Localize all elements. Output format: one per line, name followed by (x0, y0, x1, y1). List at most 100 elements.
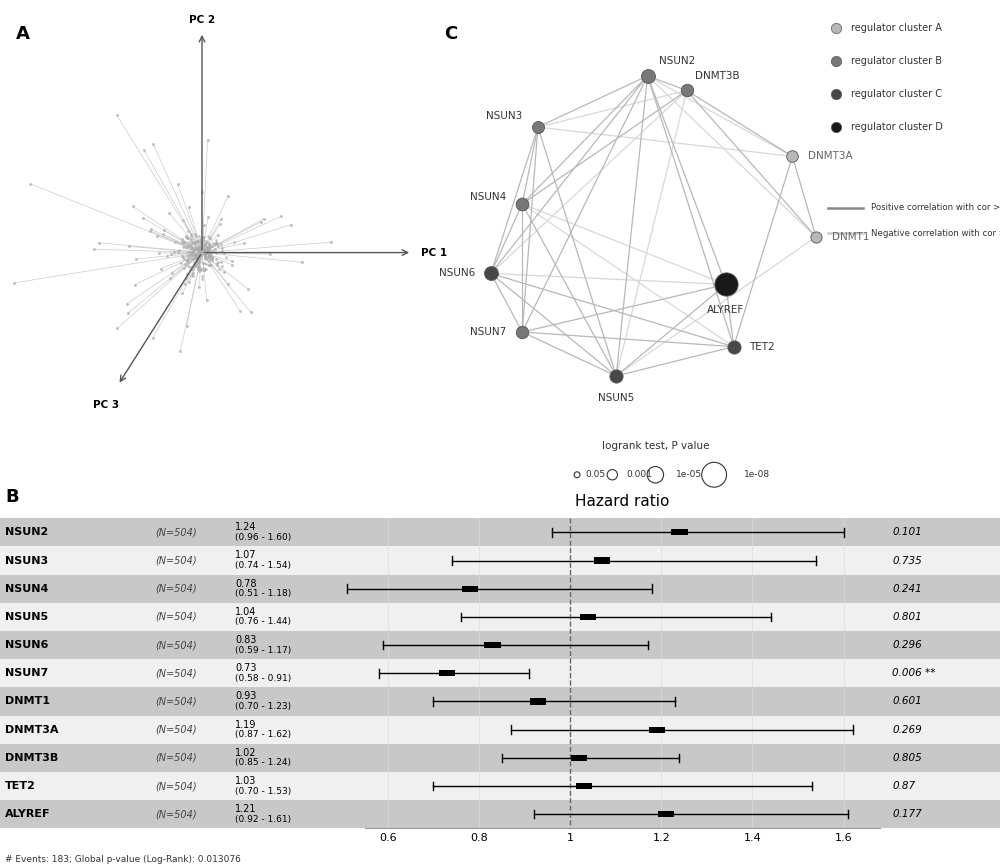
Point (195, 234, 211, 247)
Point (191, 244, 207, 258)
Point (182, 242, 198, 256)
Text: TET2: TET2 (749, 342, 775, 352)
Point (201, 248, 217, 262)
Point (202, 249, 218, 263)
Text: 1.24: 1.24 (235, 522, 256, 532)
Point (216, 247, 232, 260)
Text: 1.4: 1.4 (744, 833, 761, 843)
Point (187, 236, 203, 250)
Point (198, 257, 214, 271)
Point (204, 250, 220, 264)
Point (188, 253, 204, 267)
Bar (0, 547, 1000, 574)
Point (200, 242, 216, 256)
Text: 0.6: 0.6 (379, 833, 397, 843)
Text: (N=504): (N=504) (155, 555, 197, 566)
Point (483, 266, 499, 280)
Text: 0.05: 0.05 (586, 471, 606, 479)
Point (185, 248, 201, 262)
Point (192, 239, 208, 253)
Bar (0, 574, 1000, 603)
Text: (N=504): (N=504) (155, 696, 197, 707)
Text: 1.2: 1.2 (652, 833, 670, 843)
Point (191, 253, 207, 266)
Point (181, 240, 197, 253)
Point (187, 251, 203, 265)
Point (213, 255, 229, 269)
Bar (0, 603, 1000, 631)
Text: (0.76 - 1.44): (0.76 - 1.44) (235, 618, 291, 626)
Point (175, 240, 191, 253)
Point (189, 260, 205, 273)
Point (198, 262, 214, 276)
Point (196, 247, 212, 260)
Point (159, 250, 175, 264)
Point (183, 239, 199, 253)
Text: NSUN4: NSUN4 (5, 584, 48, 593)
Point (190, 254, 206, 268)
Point (828, 87, 844, 101)
Point (188, 229, 204, 243)
Point (170, 245, 186, 259)
Text: 1.02: 1.02 (235, 748, 256, 758)
Point (184, 252, 200, 266)
Point (196, 261, 212, 275)
Point (604, 468, 620, 482)
Point (197, 234, 213, 248)
Text: 0.78: 0.78 (235, 579, 256, 589)
Point (189, 241, 205, 255)
Point (199, 240, 215, 254)
Point (198, 245, 214, 259)
Point (192, 247, 208, 260)
Text: NSUN6: NSUN6 (5, 640, 48, 650)
Point (190, 240, 206, 253)
Point (195, 238, 211, 252)
Text: NSUN4: NSUN4 (470, 192, 507, 202)
Point (210, 255, 226, 269)
Text: ALYREF: ALYREF (5, 810, 50, 819)
Point (190, 234, 206, 248)
Point (192, 243, 208, 257)
Text: NSUN7: NSUN7 (470, 327, 507, 337)
Point (180, 259, 196, 272)
Point (197, 238, 213, 252)
Text: 0.735: 0.735 (892, 555, 922, 566)
Point (195, 231, 211, 245)
Point (190, 253, 206, 266)
Point (718, 278, 734, 292)
Point (193, 246, 209, 260)
Text: (N=504): (N=504) (155, 669, 197, 678)
Bar (671, 529, 688, 535)
Text: B: B (5, 488, 19, 506)
Point (202, 231, 218, 245)
Point (201, 258, 217, 272)
Text: 0.296: 0.296 (892, 640, 922, 650)
Text: NSUN6: NSUN6 (439, 268, 475, 279)
Point (195, 244, 211, 258)
Point (182, 260, 198, 274)
Point (186, 251, 202, 265)
Point (193, 236, 209, 250)
Point (178, 271, 194, 285)
Text: (0.51 - 1.18): (0.51 - 1.18) (235, 589, 291, 599)
Point (190, 256, 206, 270)
Point (205, 236, 221, 250)
Text: 0.006 **: 0.006 ** (892, 669, 936, 678)
Point (828, 54, 844, 68)
Text: 0.101: 0.101 (892, 528, 922, 537)
Text: PC 3: PC 3 (93, 400, 119, 410)
Point (194, 245, 210, 259)
Bar (484, 642, 501, 648)
Point (179, 241, 195, 255)
Point (179, 253, 195, 266)
Point (196, 238, 212, 252)
Bar (0, 772, 1000, 800)
Point (190, 243, 206, 257)
Text: NSUN2: NSUN2 (659, 56, 696, 67)
Point (173, 256, 189, 270)
Text: (0.59 - 1.17): (0.59 - 1.17) (235, 645, 291, 655)
Bar (580, 614, 596, 620)
Point (197, 237, 213, 251)
Point (201, 237, 217, 251)
Point (197, 251, 213, 265)
